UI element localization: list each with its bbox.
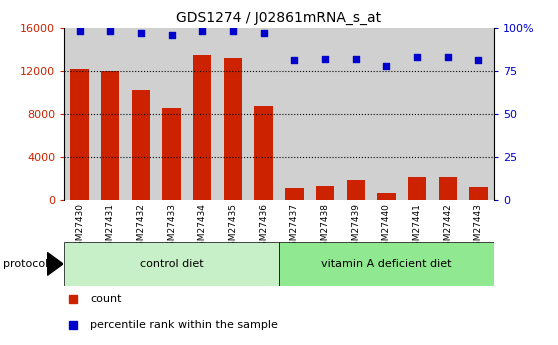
Bar	[371, 28, 402, 200]
Bar	[132, 90, 150, 200]
Text: vitamin A deficient diet: vitamin A deficient diet	[321, 259, 451, 269]
Bar	[162, 108, 181, 200]
Polygon shape	[47, 253, 63, 275]
Bar	[156, 28, 187, 200]
Bar	[463, 28, 494, 200]
Point	[320, 56, 329, 61]
Point	[105, 28, 115, 34]
Text: count: count	[90, 294, 122, 304]
Point	[167, 32, 176, 37]
Bar	[340, 28, 371, 200]
Bar	[224, 58, 242, 200]
Point	[290, 58, 299, 63]
Point	[198, 28, 206, 34]
Bar	[64, 28, 95, 200]
Bar	[193, 55, 211, 200]
Bar	[101, 71, 119, 200]
Point	[443, 54, 452, 60]
Bar	[187, 28, 218, 200]
Bar	[95, 28, 126, 200]
Bar	[469, 187, 488, 200]
Bar	[254, 106, 273, 200]
Point	[474, 58, 483, 63]
Text: percentile rank within the sample: percentile rank within the sample	[90, 320, 278, 330]
Bar	[248, 28, 279, 200]
Point	[412, 54, 421, 60]
Bar	[285, 188, 304, 200]
Bar	[347, 180, 365, 200]
Point	[382, 63, 391, 68]
Point	[259, 30, 268, 36]
Bar	[402, 28, 432, 200]
Bar	[310, 28, 340, 200]
Bar	[279, 241, 494, 286]
Text: protocol: protocol	[3, 259, 48, 269]
Bar	[377, 193, 396, 200]
Point	[228, 28, 237, 34]
Point	[75, 28, 84, 34]
Point	[351, 56, 360, 61]
Bar	[126, 28, 156, 200]
Bar	[439, 177, 457, 200]
Bar	[432, 28, 463, 200]
Bar	[218, 28, 248, 200]
Bar	[64, 241, 279, 286]
Bar	[408, 177, 426, 200]
Bar	[279, 28, 310, 200]
Point	[136, 30, 145, 36]
Bar	[70, 69, 89, 200]
Bar	[316, 186, 334, 200]
Title: GDS1274 / J02861mRNA_s_at: GDS1274 / J02861mRNA_s_at	[176, 11, 382, 25]
Text: control diet: control diet	[140, 259, 204, 269]
